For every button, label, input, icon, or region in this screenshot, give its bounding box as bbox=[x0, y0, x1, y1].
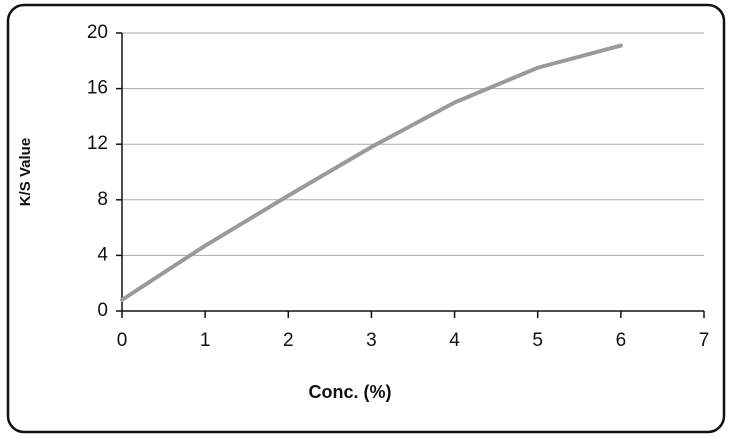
x-tick-label: 2 bbox=[283, 330, 294, 351]
y-tick-label: 20 bbox=[87, 22, 108, 43]
x-tick-label: 1 bbox=[200, 330, 211, 351]
y-tick-label: 12 bbox=[87, 133, 108, 154]
x-tick-label: 4 bbox=[449, 330, 460, 351]
y-tick-label: 16 bbox=[87, 78, 108, 99]
x-tick-label: 0 bbox=[117, 330, 128, 351]
y-tick-label: 8 bbox=[97, 189, 108, 210]
y-tick-label: 4 bbox=[97, 244, 108, 265]
x-tick-label: 7 bbox=[699, 330, 710, 351]
y-tick-label: 0 bbox=[97, 300, 108, 321]
x-axis-title: Conc. (%) bbox=[309, 382, 392, 402]
x-tick-label: 5 bbox=[532, 330, 543, 351]
x-tick-label: 6 bbox=[616, 330, 627, 351]
chart-frame bbox=[6, 3, 726, 434]
x-tick-label: 3 bbox=[366, 330, 377, 351]
data-line bbox=[120, 43, 623, 302]
y-axis-title: K/S Value bbox=[17, 138, 34, 206]
